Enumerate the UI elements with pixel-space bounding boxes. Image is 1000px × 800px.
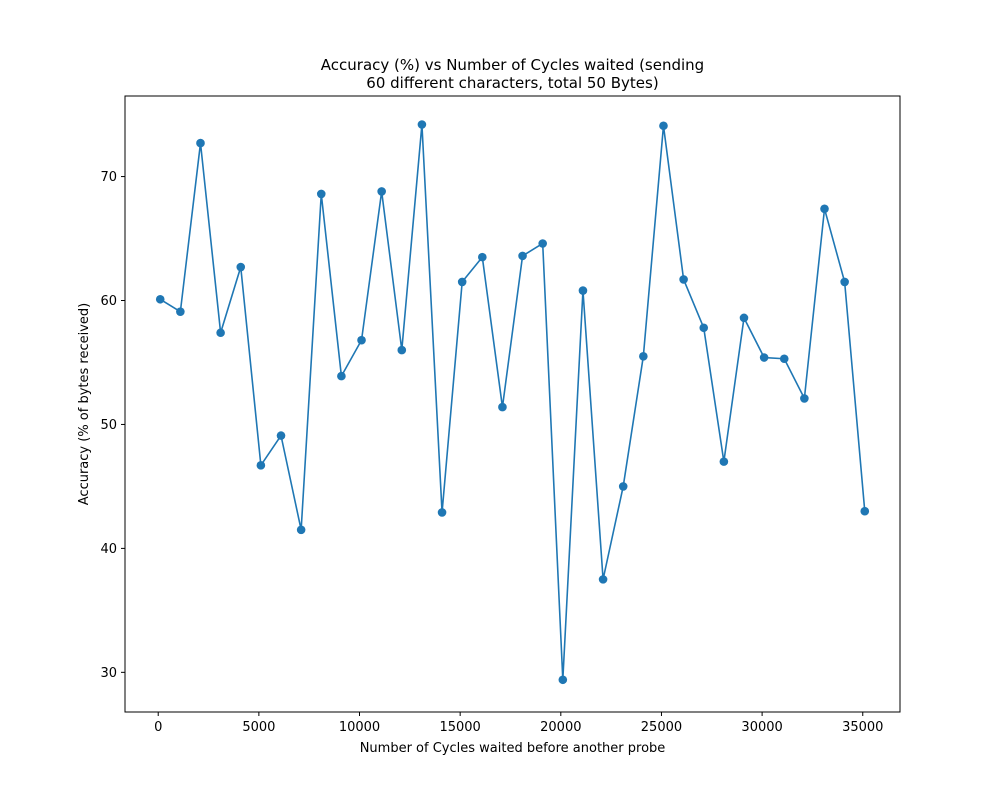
data-point bbox=[316, 189, 326, 199]
data-point bbox=[498, 402, 507, 412]
x-tick-label: 0 bbox=[154, 720, 162, 735]
x-tick-label: 5000 bbox=[242, 720, 275, 735]
y-axis: 30 40 50 60 70 bbox=[100, 170, 125, 681]
x-tick-label: 20000 bbox=[540, 720, 581, 735]
x-tick-label: 30000 bbox=[741, 720, 782, 735]
chart-title-line-2: 60 different characters, total 50 Bytes) bbox=[366, 74, 658, 92]
data-point bbox=[659, 121, 668, 131]
data-point bbox=[196, 138, 205, 148]
data-point bbox=[377, 187, 386, 196]
data-point bbox=[176, 307, 185, 316]
data-point bbox=[155, 294, 165, 304]
plot-area bbox=[155, 120, 870, 685]
data-point bbox=[478, 252, 487, 262]
data-point bbox=[800, 394, 809, 403]
data-point bbox=[296, 525, 306, 535]
data-point bbox=[437, 508, 447, 517]
data-point bbox=[357, 335, 366, 345]
y-tick-label: 50 bbox=[100, 418, 117, 433]
x-tick-label: 15000 bbox=[439, 720, 480, 735]
data-point bbox=[719, 457, 729, 466]
x-tick-label: 25000 bbox=[641, 720, 682, 735]
y-tick-label: 30 bbox=[100, 666, 117, 681]
data-point bbox=[236, 262, 246, 272]
x-axis: 0 5000 10000 15000 20000 25000 30000 35000 bbox=[154, 712, 883, 735]
data-point bbox=[840, 277, 849, 287]
x-tick-label: 35000 bbox=[842, 720, 883, 735]
data-point bbox=[699, 323, 709, 333]
data-point bbox=[860, 506, 870, 516]
axes-frame bbox=[124, 95, 901, 713]
y-tick-label: 70 bbox=[100, 170, 117, 185]
data-point bbox=[538, 239, 547, 248]
data-point bbox=[397, 345, 407, 355]
data-point bbox=[216, 328, 225, 338]
series-line bbox=[159, 123, 866, 681]
data-point bbox=[759, 353, 769, 362]
data-point bbox=[558, 675, 568, 685]
data-point bbox=[679, 275, 688, 284]
data-point bbox=[598, 575, 608, 584]
data-point bbox=[739, 313, 749, 323]
data-point bbox=[639, 351, 648, 361]
data-point bbox=[457, 277, 467, 287]
data-point bbox=[578, 286, 588, 295]
y-tick-label: 40 bbox=[100, 542, 117, 557]
y-axis-label: Accuracy (% of bytes received) bbox=[77, 303, 92, 505]
data-point bbox=[337, 371, 346, 381]
data-point bbox=[820, 204, 829, 214]
data-point bbox=[417, 120, 427, 129]
data-point bbox=[256, 461, 266, 470]
data-point bbox=[276, 431, 286, 440]
y-tick-label: 60 bbox=[100, 294, 117, 309]
data-point bbox=[618, 482, 628, 491]
data-point bbox=[518, 251, 527, 261]
x-tick-label: 10000 bbox=[339, 720, 380, 735]
x-axis-label: Number of Cycles waited before another p… bbox=[360, 741, 666, 756]
data-point bbox=[779, 354, 789, 364]
chart-title-line-1: Accuracy (%) vs Number of Cycles waited … bbox=[321, 56, 704, 74]
